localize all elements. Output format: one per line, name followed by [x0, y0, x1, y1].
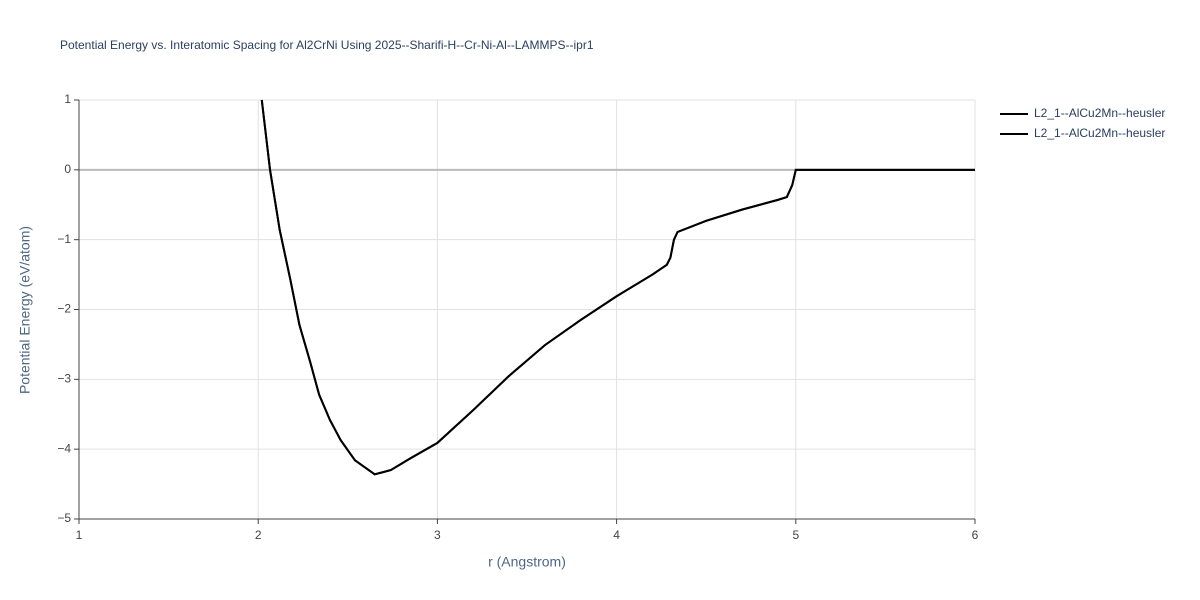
x-tick-label: 1 — [76, 528, 83, 542]
x-tick-label: 5 — [792, 528, 799, 542]
y-tick-label: −2 — [57, 302, 71, 316]
y-tick-label: −3 — [57, 372, 71, 386]
y-tick-label: −1 — [57, 232, 71, 246]
y-axis-title: Potential Energy (eV/atom) — [17, 226, 33, 394]
x-tick-label: 2 — [255, 528, 262, 542]
y-tick-label: 0 — [64, 162, 71, 176]
chart-title: Potential Energy vs. Interatomic Spacing… — [60, 38, 594, 52]
series-line — [260, 99, 975, 476]
legend-label: L2_1--AlCu2Mn--heusler — [1034, 106, 1165, 120]
series-line — [260, 99, 975, 476]
y-tick-label: 1 — [64, 92, 71, 106]
legend-label: L2_1--AlCu2Mn--heusler — [1034, 126, 1165, 140]
y-tick-label: −5 — [57, 511, 71, 525]
x-tick-label: 6 — [972, 528, 979, 542]
y-tick-label: −4 — [57, 441, 71, 455]
x-axis-title: r (Angstrom) — [488, 554, 566, 570]
x-tick-label: 4 — [613, 528, 620, 542]
x-tick-label: 3 — [434, 528, 441, 542]
